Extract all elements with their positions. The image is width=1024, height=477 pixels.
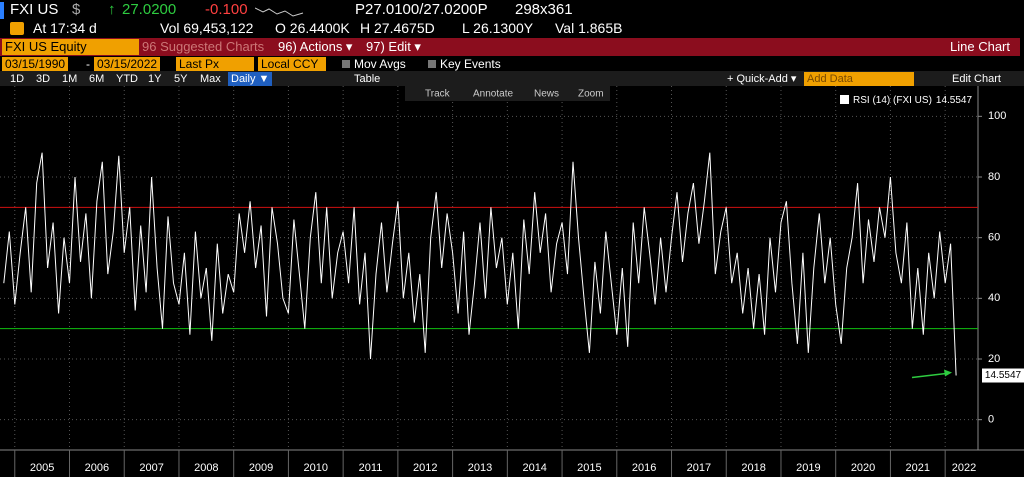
price-change: -0.100	[205, 1, 248, 18]
currency: $	[72, 1, 81, 18]
x-tick-label: 2017	[687, 462, 711, 474]
period[interactable]: Max	[200, 73, 221, 85]
end-date[interactable]: 03/15/2022	[94, 57, 161, 71]
x-tick-label: 2006	[85, 462, 109, 474]
chart-type[interactable]: Line Chart	[950, 39, 1010, 54]
last-price: 27.0200	[122, 1, 177, 18]
x-tick-label: 2010	[304, 462, 328, 474]
stat: L 26.1300Y	[462, 20, 534, 36]
x-tick-label: 2015	[577, 462, 601, 474]
y-tick-label: 20	[988, 353, 1000, 365]
period[interactable]: 5Y	[174, 73, 188, 85]
clock-icon	[10, 22, 24, 35]
stat: Vol 69,453,122	[160, 20, 254, 36]
add-data[interactable]: Add Data	[804, 72, 914, 86]
y-tick-label: 60	[988, 232, 1000, 244]
table-button[interactable]: Table	[354, 73, 381, 85]
x-tick-label: 2005	[30, 462, 54, 474]
period[interactable]: YTD	[116, 73, 138, 85]
legend-name: RSI (14) (FXI US)	[853, 95, 932, 106]
tool-button[interactable]: Zoom	[578, 89, 604, 100]
field[interactable]: Last Px	[176, 57, 254, 71]
y-tick-label: 100	[988, 110, 1006, 122]
last-value-box	[982, 368, 1024, 383]
x-tick-label: 2020	[851, 462, 875, 474]
option[interactable]: Key Events	[440, 57, 501, 71]
stat: O 26.4400K	[275, 20, 350, 36]
stat: At 17:34 d	[33, 20, 97, 36]
y-tick-label: 80	[988, 171, 1000, 183]
x-tick-label: 2007	[139, 462, 163, 474]
stat: H 27.4675D	[360, 20, 435, 36]
date-separator: -	[86, 57, 90, 71]
x-tick-label: 2021	[906, 462, 930, 474]
stat: Val 1.865B	[555, 20, 623, 36]
ticker-marker	[0, 2, 4, 19]
last-value-label: 14.5547	[985, 370, 1022, 381]
series-line	[3, 152, 957, 376]
security-field[interactable]: FXI US Equity	[2, 39, 139, 55]
period[interactable]: 1D	[10, 73, 25, 85]
x-tick-label: 2018	[741, 462, 765, 474]
annotation-arrowhead	[944, 369, 952, 377]
sparkline-icon	[255, 7, 304, 17]
period[interactable]: 6M	[89, 73, 105, 85]
checkbox[interactable]	[342, 60, 350, 68]
frequency[interactable]: Daily ▼	[228, 72, 273, 86]
size: 298x361	[515, 1, 573, 18]
currency-field[interactable]: Local CCY	[258, 57, 326, 71]
edit-chart[interactable]: Edit Chart	[952, 73, 1001, 85]
x-tick-label: 2019	[796, 462, 820, 474]
legend-label: RSI (14) (FXI US) 14.5547	[853, 95, 972, 106]
menu-item[interactable]: 96 Suggested Charts	[142, 39, 265, 54]
bid-ask: P27.0100/27.0200P	[355, 1, 488, 18]
x-tick-label: 2022	[952, 462, 976, 474]
quick-add[interactable]: + Quick-Add ▾	[727, 73, 797, 85]
x-tick-label: 2013	[468, 462, 492, 474]
option[interactable]: Mov Avgs	[354, 57, 406, 71]
up-arrow: ↑	[108, 1, 116, 18]
menu-item[interactable]: 97) Edit ▾	[366, 39, 421, 54]
ticker: FXI US	[10, 1, 59, 18]
period[interactable]: 1M	[62, 73, 78, 85]
period[interactable]: 1Y	[148, 73, 162, 85]
x-tick-label: 2008	[194, 462, 218, 474]
tool-button[interactable]: Track	[425, 89, 451, 100]
chart: 0 20 40 60 80 100 2005 2006 2007 2008 2009 2010 2011…	[0, 86, 1024, 477]
tool-button[interactable]: Annotate	[473, 89, 513, 100]
start-date[interactable]: 03/15/1990	[2, 57, 69, 71]
annotation-arrow	[911, 372, 947, 379]
y-tick-label: 40	[988, 292, 1000, 304]
menu-item[interactable]: 96) Actions ▾	[278, 39, 353, 54]
x-tick-label: 2011	[359, 462, 383, 474]
x-tick-label: 2012	[413, 462, 437, 474]
tool-bar	[405, 86, 610, 101]
legend-value: 14.5547	[936, 95, 973, 106]
checkbox[interactable]	[428, 60, 436, 68]
x-tick-label: 2014	[522, 462, 546, 474]
legend-swatch	[840, 95, 849, 104]
tool-button[interactable]: News	[534, 89, 559, 100]
x-tick-label: 2009	[249, 462, 273, 474]
y-tick-label: 0	[988, 414, 994, 426]
period[interactable]: 3D	[36, 73, 51, 85]
x-tick-label: 2016	[632, 462, 656, 474]
menu-bar	[0, 38, 1020, 56]
